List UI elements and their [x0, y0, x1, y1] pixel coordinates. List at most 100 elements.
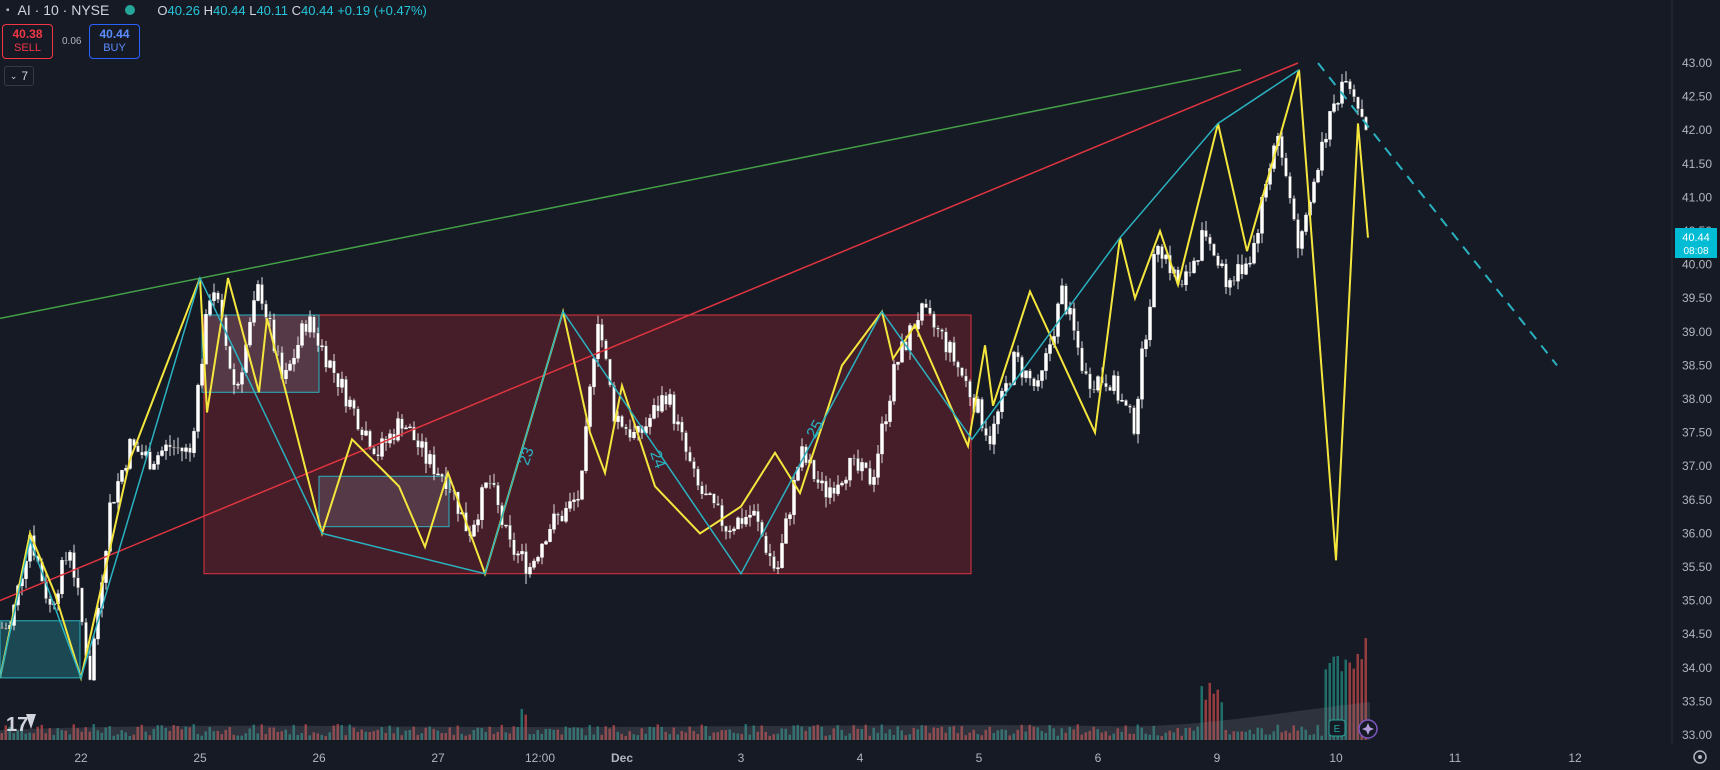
candle-body[interactable]: [732, 528, 736, 532]
candle-body[interactable]: [724, 525, 728, 532]
candle-body[interactable]: [596, 324, 600, 359]
candle-body[interactable]: [508, 524, 512, 540]
candle-body[interactable]: [580, 470, 584, 500]
green-trendline[interactable]: [0, 68, 1242, 320]
candle-body[interactable]: [292, 357, 296, 365]
event-icon[interactable]: [1358, 719, 1378, 739]
zigzag-teal[interactable]: [0, 69, 1300, 681]
candle-body[interactable]: [896, 361, 900, 365]
candle-body[interactable]: [404, 427, 408, 430]
candle-body[interactable]: [300, 323, 304, 346]
candle-body[interactable]: [164, 444, 168, 452]
candle-body[interactable]: [192, 431, 196, 453]
candle-body[interactable]: [284, 370, 288, 379]
candle-body[interactable]: [1128, 405, 1132, 408]
candle-body[interactable]: [120, 470, 124, 482]
candle-body[interactable]: [1240, 264, 1244, 275]
candle-body[interactable]: [1008, 383, 1012, 385]
candle-body[interactable]: [1088, 373, 1092, 390]
candle-body[interactable]: [948, 341, 952, 353]
candle-body[interactable]: [588, 386, 592, 427]
candle-body[interactable]: [1188, 271, 1192, 273]
candle-body[interactable]: [1164, 254, 1168, 260]
tradingview-logo[interactable]: 17: [6, 714, 36, 736]
candle-body[interactable]: [1060, 285, 1064, 305]
candle-body[interactable]: [396, 418, 400, 441]
candle-body[interactable]: [472, 524, 476, 537]
candle-body[interactable]: [776, 567, 780, 570]
candle-body[interactable]: [1328, 111, 1332, 140]
candle-body[interactable]: [664, 395, 668, 405]
candle-body[interactable]: [1284, 157, 1288, 177]
candle-body[interactable]: [336, 372, 340, 388]
candle-body[interactable]: [1252, 242, 1256, 264]
candle-body[interactable]: [268, 317, 272, 320]
candle-body[interactable]: [308, 316, 312, 333]
candle-body[interactable]: [1292, 198, 1296, 220]
candle-body[interactable]: [424, 441, 428, 465]
candle-body[interactable]: [184, 447, 188, 452]
candle-body[interactable]: [1132, 407, 1136, 435]
candle-body[interactable]: [752, 510, 756, 516]
candle-body[interactable]: [700, 485, 704, 495]
candle-body[interactable]: [772, 556, 776, 570]
candle-body[interactable]: [744, 517, 748, 525]
candle-body[interactable]: [1148, 306, 1152, 341]
indicators-toggle[interactable]: ⌄ 7: [4, 66, 34, 86]
candle-body[interactable]: [276, 351, 280, 353]
candle-body[interactable]: [1184, 271, 1188, 285]
candle-body[interactable]: [180, 447, 184, 452]
candle-body[interactable]: [984, 427, 988, 436]
candle-body[interactable]: [60, 560, 64, 595]
candle-body[interactable]: [360, 429, 364, 436]
candle-body[interactable]: [212, 292, 216, 301]
candle-body[interactable]: [1020, 356, 1024, 378]
candle-body[interactable]: [140, 451, 144, 456]
sell-button[interactable]: 40.38 SELL: [2, 24, 53, 59]
candle-body[interactable]: [1028, 370, 1032, 379]
candle-body[interactable]: [1084, 370, 1088, 375]
candle-body[interactable]: [676, 421, 680, 425]
candle-body[interactable]: [784, 518, 788, 544]
candle-body[interactable]: [824, 480, 828, 498]
candle-body[interactable]: [1080, 347, 1084, 372]
candle-body[interactable]: [324, 345, 328, 368]
candle-body[interactable]: [968, 380, 972, 398]
candle-body[interactable]: [992, 423, 996, 445]
candle-body[interactable]: [1032, 378, 1036, 387]
candle-body[interactable]: [716, 503, 720, 506]
candle-body[interactable]: [880, 423, 884, 455]
candle-body[interactable]: [900, 341, 904, 363]
candle-body[interactable]: [960, 367, 964, 377]
candle-body[interactable]: [1200, 230, 1204, 261]
candle-body[interactable]: [1156, 246, 1160, 255]
candle-body[interactable]: [816, 478, 820, 484]
candle-body[interactable]: [828, 487, 832, 498]
candle-body[interactable]: [440, 473, 444, 478]
candle-body[interactable]: [196, 384, 200, 432]
candle-body[interactable]: [432, 454, 436, 475]
candle-body[interactable]: [1108, 386, 1112, 391]
candle-body[interactable]: [976, 398, 980, 413]
candle-body[interactable]: [436, 473, 440, 476]
candle-body[interactable]: [836, 484, 840, 495]
candle-body[interactable]: [792, 479, 796, 515]
candle-body[interactable]: [216, 292, 220, 300]
candle-body[interactable]: [704, 493, 708, 496]
candle-body[interactable]: [1136, 398, 1140, 435]
earnings-badge[interactable]: E: [1328, 719, 1346, 737]
candle-body[interactable]: [1316, 169, 1320, 183]
candle-body[interactable]: [1280, 135, 1284, 159]
candle-body[interactable]: [956, 361, 960, 368]
candle-body[interactable]: [1096, 376, 1100, 391]
candle-body[interactable]: [256, 284, 260, 301]
candle-body[interactable]: [548, 529, 552, 542]
candle-body[interactable]: [600, 324, 604, 341]
candle-body[interactable]: [668, 394, 672, 405]
candle-body[interactable]: [340, 378, 344, 388]
zigzag-yellow[interactable]: [0, 69, 1369, 682]
candle-body[interactable]: [1064, 285, 1068, 315]
candle-body[interactable]: [812, 459, 816, 480]
candle-body[interactable]: [1036, 380, 1040, 387]
candle-body[interactable]: [492, 482, 496, 486]
